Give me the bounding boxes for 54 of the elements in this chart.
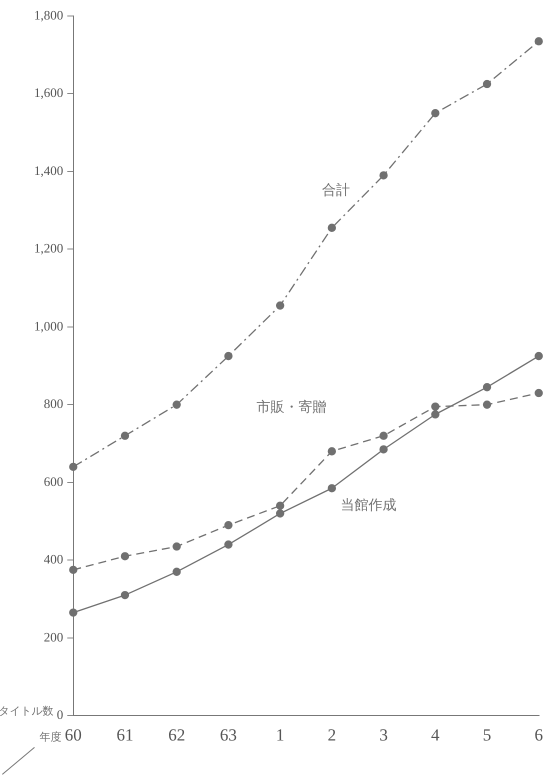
point bbox=[276, 301, 284, 310]
x-tick-label: 5 bbox=[482, 725, 492, 744]
x-tick-label: 60 bbox=[64, 725, 82, 744]
y-tick-label: 1,000 bbox=[34, 318, 64, 334]
x-tick-label: 3 bbox=[379, 725, 388, 744]
point bbox=[534, 352, 543, 360]
point bbox=[328, 447, 336, 456]
series-label: 合計 bbox=[322, 182, 350, 199]
point bbox=[379, 171, 388, 180]
point bbox=[379, 432, 388, 440]
x-tick-label: 63 bbox=[220, 725, 237, 744]
y-tick-label: 1,200 bbox=[34, 240, 64, 256]
y-tick-label: 1,400 bbox=[34, 162, 64, 178]
point bbox=[276, 509, 284, 518]
point bbox=[172, 542, 181, 551]
y-tick-label: 1,800 bbox=[34, 7, 64, 22]
x-tick-label: 61 bbox=[116, 725, 134, 744]
y-tick-label: 200 bbox=[44, 629, 64, 644]
point bbox=[431, 410, 440, 419]
point bbox=[534, 388, 543, 398]
point bbox=[482, 80, 492, 88]
x-tick-label: 62 bbox=[168, 725, 186, 744]
point bbox=[224, 352, 233, 360]
point bbox=[379, 445, 388, 454]
point bbox=[172, 400, 181, 409]
point bbox=[431, 109, 440, 118]
point bbox=[431, 402, 440, 411]
point bbox=[69, 462, 78, 472]
x-axis-title: 年度 bbox=[39, 730, 62, 744]
y-tick-label: 1,600 bbox=[34, 85, 64, 100]
x-tick-label: 6 bbox=[534, 725, 543, 744]
point bbox=[482, 400, 492, 409]
point bbox=[172, 568, 181, 576]
x-tick-label: 2 bbox=[328, 725, 336, 744]
point bbox=[120, 432, 130, 440]
y-tick-label: 600 bbox=[44, 474, 64, 489]
point bbox=[534, 37, 543, 46]
point bbox=[482, 383, 492, 392]
point bbox=[120, 590, 130, 600]
point bbox=[224, 540, 233, 549]
y-tick-label: 800 bbox=[44, 396, 64, 412]
y-tick-label: 0 bbox=[56, 707, 64, 722]
x-tick-label: 1 bbox=[276, 725, 284, 744]
point bbox=[69, 608, 78, 617]
point bbox=[224, 521, 233, 530]
x-tick-label: 4 bbox=[431, 725, 440, 744]
point bbox=[328, 224, 336, 232]
series-label: 当館作成 bbox=[340, 497, 396, 514]
point bbox=[69, 566, 78, 574]
text: 市販・寄贈 bbox=[256, 399, 327, 416]
point bbox=[276, 502, 284, 510]
point bbox=[328, 484, 336, 492]
y-tick-label: 400 bbox=[44, 552, 64, 567]
point bbox=[120, 552, 130, 560]
